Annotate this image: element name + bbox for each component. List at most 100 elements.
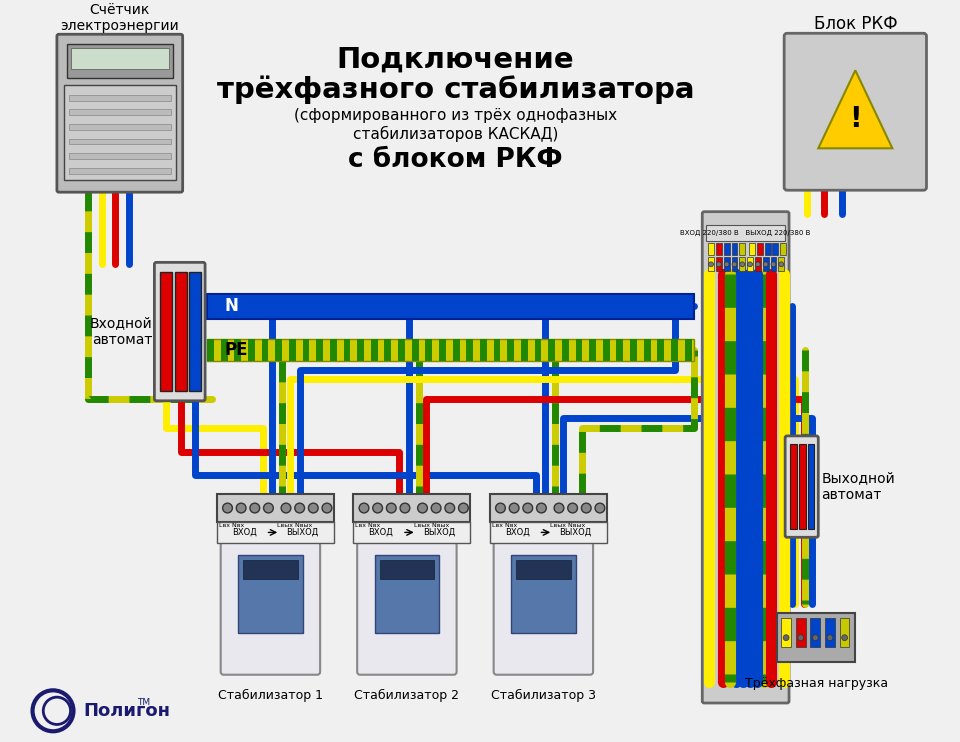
Bar	[66, 44, 173, 78]
Circle shape	[537, 503, 546, 513]
Bar	[708, 257, 714, 271]
Bar	[840, 618, 850, 648]
Circle shape	[495, 503, 505, 513]
FancyBboxPatch shape	[357, 542, 457, 674]
Bar	[493, 339, 500, 361]
Bar	[374, 555, 439, 633]
Bar	[779, 257, 784, 271]
Bar	[781, 618, 791, 648]
Bar	[732, 243, 737, 255]
Circle shape	[798, 634, 804, 640]
FancyBboxPatch shape	[155, 263, 205, 401]
Bar	[576, 339, 583, 361]
Text: Выходной
автомат: Выходной автомат	[821, 471, 895, 502]
Bar	[799, 444, 805, 530]
Bar	[790, 444, 797, 530]
Bar	[630, 339, 636, 361]
Bar	[732, 257, 737, 271]
Bar	[707, 226, 785, 241]
Bar	[453, 339, 460, 361]
Bar	[70, 48, 169, 69]
Bar	[765, 243, 771, 255]
Circle shape	[756, 262, 760, 267]
Bar	[221, 339, 228, 361]
Circle shape	[842, 634, 848, 640]
Bar	[780, 243, 786, 255]
Bar	[467, 339, 473, 361]
Circle shape	[387, 503, 396, 513]
Bar	[658, 339, 664, 361]
Bar	[330, 339, 337, 361]
Bar	[716, 257, 722, 271]
Bar	[68, 95, 171, 100]
Bar	[671, 339, 678, 361]
Bar	[276, 339, 282, 361]
Text: Входной
автомат: Входной автомат	[89, 317, 153, 347]
Bar	[238, 555, 302, 633]
Bar	[371, 339, 377, 361]
Circle shape	[779, 262, 783, 267]
Bar	[344, 339, 350, 361]
Bar	[739, 243, 745, 255]
Bar	[207, 294, 694, 319]
Bar	[739, 257, 745, 271]
Circle shape	[308, 503, 318, 513]
Circle shape	[444, 503, 455, 513]
Circle shape	[250, 503, 260, 513]
Text: ВЫХОД: ВЫХОД	[560, 528, 591, 537]
Circle shape	[567, 503, 578, 513]
Bar	[207, 339, 694, 361]
Circle shape	[431, 503, 441, 513]
Bar	[778, 614, 855, 662]
Text: Lвх Nвх: Lвх Nвх	[219, 522, 244, 528]
FancyBboxPatch shape	[57, 34, 182, 192]
Circle shape	[771, 262, 776, 267]
Text: Счётчик
электроэнергии: Счётчик электроэнергии	[60, 3, 179, 33]
Circle shape	[509, 503, 519, 513]
FancyBboxPatch shape	[493, 542, 593, 674]
Bar	[755, 257, 760, 271]
Bar	[379, 559, 434, 580]
FancyBboxPatch shape	[703, 211, 789, 703]
Text: ВЫХОД: ВЫХОД	[423, 528, 455, 537]
Circle shape	[400, 503, 410, 513]
Text: ВХОД 220/380 В   ВЫХОД 220/380 В: ВХОД 220/380 В ВЫХОД 220/380 В	[680, 230, 810, 236]
Bar	[289, 339, 296, 361]
Bar	[535, 339, 541, 361]
FancyBboxPatch shape	[221, 542, 320, 674]
Text: Стабилизатор 3: Стабилизатор 3	[491, 689, 596, 703]
Bar	[762, 257, 769, 271]
Circle shape	[359, 503, 369, 513]
Bar	[316, 339, 324, 361]
Text: PE: PE	[225, 341, 248, 359]
Bar	[353, 494, 470, 522]
Text: Стабилизатор 1: Стабилизатор 1	[218, 689, 323, 703]
Bar	[68, 168, 171, 174]
Bar	[644, 339, 651, 361]
Text: Стабилизатор 2: Стабилизатор 2	[354, 689, 460, 703]
Circle shape	[763, 262, 768, 267]
Bar	[684, 339, 691, 361]
Bar	[248, 339, 254, 361]
Bar	[160, 272, 172, 391]
Bar	[243, 559, 298, 580]
Text: Lвх Nвх: Lвх Nвх	[492, 522, 516, 528]
Circle shape	[716, 262, 721, 267]
Bar	[68, 109, 171, 115]
Bar	[749, 243, 755, 255]
Text: с блоком РКФ: с блоком РКФ	[348, 148, 563, 174]
Circle shape	[322, 503, 332, 513]
Bar	[616, 339, 623, 361]
Circle shape	[523, 503, 533, 513]
Bar	[603, 339, 610, 361]
Text: Lвых Nвых: Lвых Nвых	[277, 522, 312, 528]
Bar	[716, 243, 722, 255]
Bar	[398, 339, 405, 361]
Polygon shape	[818, 70, 893, 148]
Bar	[217, 494, 334, 522]
Bar	[302, 339, 309, 361]
Circle shape	[236, 503, 246, 513]
Circle shape	[732, 262, 737, 267]
Bar	[68, 124, 171, 130]
Circle shape	[595, 503, 605, 513]
